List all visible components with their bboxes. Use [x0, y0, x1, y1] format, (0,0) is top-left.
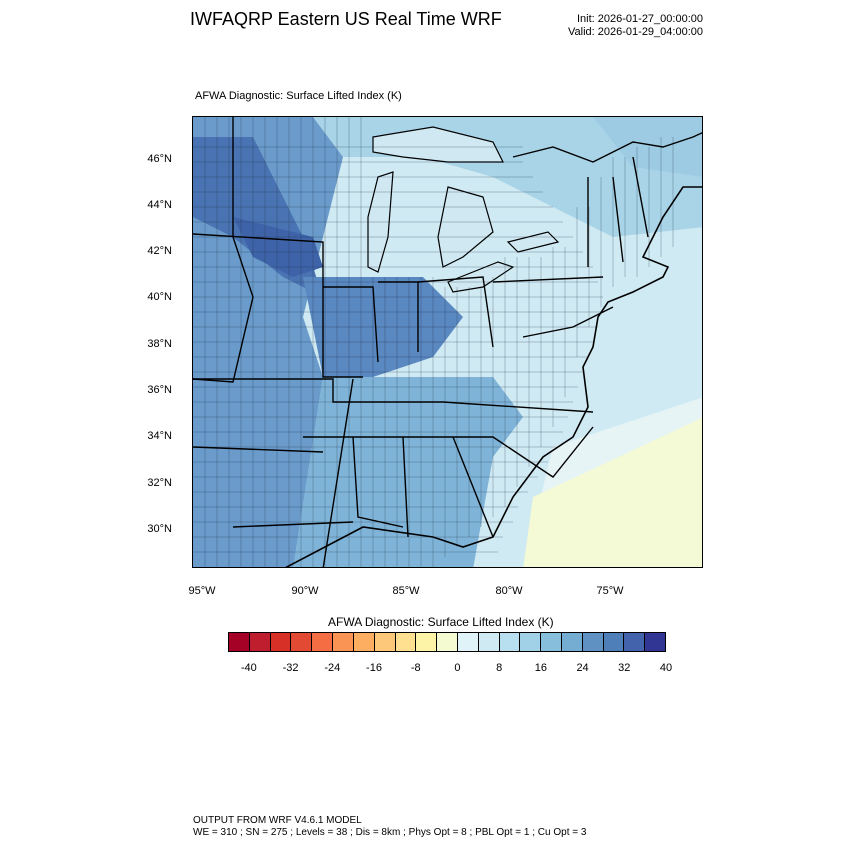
colorbar-tick-label: 32 [618, 662, 631, 674]
colorbar-box [229, 633, 250, 651]
colorbar-box [562, 633, 583, 651]
state-boundaries [193, 117, 649, 567]
lon-label-85: 85°W [392, 585, 420, 597]
colorbar-tick-label: -16 [366, 662, 382, 674]
lat-label-40: 40°N [147, 291, 172, 303]
model-settings: WE = 310 ; SN = 275 ; Levels = 38 ; Dis … [193, 827, 587, 838]
field-subtitle: AFWA Diagnostic: Surface Lifted Index (K… [195, 90, 402, 102]
colorbar-tick-label: -8 [410, 662, 421, 674]
lon-label-80: 80°W [495, 585, 523, 597]
lat-label-46: 46°N [147, 153, 172, 165]
colorbar-box [520, 633, 542, 651]
colorbar-title: AFWA Diagnostic: Surface Lifted Index (K… [328, 615, 554, 629]
northeast-field [593, 117, 702, 177]
colorbar-box [582, 633, 604, 651]
colorbar-tick-label: 16 [534, 662, 547, 674]
lat-label-44: 44°N [147, 199, 172, 211]
colorbar-tick-label: -24 [324, 662, 341, 674]
colorbar-tick-label: 40 [659, 662, 673, 674]
lat-label-34: 34°N [147, 430, 172, 442]
colorbar-box [624, 633, 646, 651]
colorbar-box [499, 633, 521, 651]
colorbar-tick-label: 8 [496, 662, 503, 674]
time-info: Init: 2026-01-27_00:00:00 Valid: 2026-01… [568, 13, 703, 39]
colorbar-box [249, 633, 271, 651]
lat-label-32: 32°N [147, 477, 172, 489]
lat-label-30: 30°N [147, 523, 172, 535]
southeast-field [293, 377, 523, 567]
colorbar-box [353, 633, 375, 651]
colorbar-box [291, 633, 313, 651]
county-grid [193, 117, 674, 567]
colorbar-box [312, 633, 334, 651]
colorbar-box [645, 633, 666, 651]
offshore-field [523, 417, 702, 567]
colorbar [228, 632, 666, 652]
map-svg [193, 117, 702, 567]
lon-label-75: 75°W [596, 585, 624, 597]
valid-time: Valid: 2026-01-29_04:00:00 [568, 26, 703, 38]
plot-title: IWFAQRP Eastern US Real Time WRF [190, 9, 502, 29]
colorbar-tick-label: 24 [576, 662, 589, 674]
lat-label-38: 38°N [147, 338, 172, 350]
colorbar-box [270, 633, 292, 651]
colorbar-tick-label: -40 [240, 662, 257, 674]
init-time: Init: 2026-01-27_00:00:00 [577, 13, 703, 25]
coastline [285, 186, 702, 567]
map-panel [192, 116, 703, 568]
colorbar-box [333, 633, 354, 651]
colorbar-box [541, 633, 562, 651]
model-info: OUTPUT FROM WRF V4.6.1 MODEL [193, 815, 362, 826]
colorbar-tick-label: -32 [282, 662, 299, 674]
colorbar-box [478, 633, 500, 651]
strong-field-core [233, 217, 323, 277]
colorbar-box [457, 633, 479, 651]
lat-label-36: 36°N [147, 384, 172, 396]
colorbar-tick-label: 0 [454, 662, 461, 674]
colorbar-box [603, 633, 625, 651]
colorbar-box [374, 633, 396, 651]
lon-label-95: 95°W [188, 585, 216, 597]
colorbar-box [416, 633, 438, 651]
lat-label-42: 42°N [147, 245, 172, 257]
lon-label-90: 90°W [291, 585, 319, 597]
canada-border [512, 132, 702, 163]
colorbar-box [395, 633, 417, 651]
colorbar-box [437, 633, 458, 651]
